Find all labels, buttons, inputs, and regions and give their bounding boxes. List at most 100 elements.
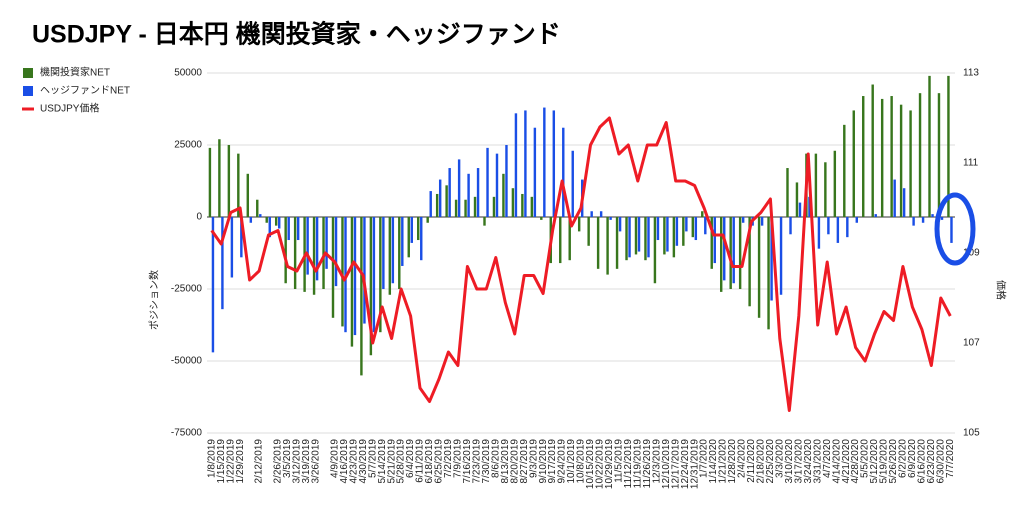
bar [438,179,442,217]
bar [571,150,574,217]
x-tick-label: 5/26/2020 [888,439,899,484]
bar [429,191,432,217]
bar [909,110,912,217]
bar [521,193,524,217]
bar [268,217,271,238]
bar [880,98,884,217]
bar [824,162,827,217]
bar [789,217,792,235]
bar [675,217,679,246]
bar [306,217,309,275]
bar [862,96,865,217]
bar [874,214,877,217]
bar [694,217,698,241]
y-tick-label: 25000 [174,140,202,151]
bar [211,217,215,353]
bar [666,217,669,252]
bar [230,217,234,278]
x-tick-label: 4/30/2019 [358,439,369,484]
y-tick-label: -75000 [171,428,203,439]
bar [827,217,830,235]
x-tick-label: 8/20/2019 [509,439,520,484]
bar [940,217,944,220]
bar [562,127,565,217]
bar [808,196,811,217]
x-tick-label: 3/26/2019 [311,439,322,484]
bar [798,202,802,217]
bar [360,217,363,376]
x-tick-label: 3/17/2020 [793,439,804,484]
legend-label: ヘッジファンドNET [40,86,130,97]
bar [921,217,925,223]
bar [902,188,906,217]
x-tick-label: 8/6/2019 [490,439,501,478]
x-tick-label: 3/31/2020 [812,439,823,484]
bar [454,199,458,217]
bar [473,196,477,217]
bar [464,199,467,217]
bar [918,93,922,217]
bar [259,214,262,217]
x-tick-label: 2/18/2020 [756,439,767,484]
bar [729,217,732,289]
highlight-circle [934,192,976,266]
bar [227,145,231,217]
bar [476,168,480,217]
bar [843,124,846,217]
x-tick-label: 3/10/2020 [784,439,795,484]
x-tick-label: 6/25/2019 [434,439,445,484]
bar [315,217,319,281]
bar [757,217,761,318]
bar [644,217,647,261]
bar [741,217,745,223]
x-tick-label: 10/29/2019 [604,439,615,489]
x-tick-label: 10/8/2019 [576,439,587,484]
bar [653,217,657,284]
bar [237,153,240,217]
bar [770,217,773,301]
bar [590,211,593,217]
x-tick-label: 2/25/2020 [765,439,776,484]
bar [846,217,849,238]
legend-swatch [23,86,33,96]
bar [407,217,410,258]
bar [606,217,609,275]
x-tick-label: 4/7/2020 [822,439,833,478]
bar [287,217,290,241]
bar [713,217,716,264]
x-tick-label: 6/23/2020 [926,439,937,484]
x-tick-label: 7/30/2019 [481,439,492,484]
x-tick-label: 5/21/2019 [386,439,397,484]
bar [599,211,603,217]
bar [596,217,600,269]
bar [701,211,704,217]
x-tick-label: 1/8/2019 [206,439,217,478]
x-tick-label: 2/26/2019 [273,439,284,484]
bar [256,199,259,217]
bar [871,84,874,218]
x-tick-label: 8/13/2019 [500,439,511,484]
bar [505,145,508,217]
bar [363,217,366,324]
bar [410,217,413,243]
bar [530,196,534,217]
x-tick-label: 7/16/2019 [462,439,473,484]
bar [296,217,300,241]
bar [325,217,328,269]
bar [401,217,404,266]
x-tick-label: 9/17/2019 [547,439,558,484]
x-tick-label: 10/22/2019 [595,439,606,489]
bar [369,217,373,356]
bar [379,217,382,333]
bar [710,217,713,269]
bar [912,217,915,226]
bar [618,217,622,232]
bar [353,217,357,336]
bar [704,217,707,235]
bar [814,153,818,217]
x-tick-label: 6/18/2019 [424,439,435,484]
bar [795,182,799,217]
y-axis-label: ポジション数 [148,270,161,330]
x-tick-label: 7/9/2019 [453,439,464,478]
bar [552,110,556,217]
